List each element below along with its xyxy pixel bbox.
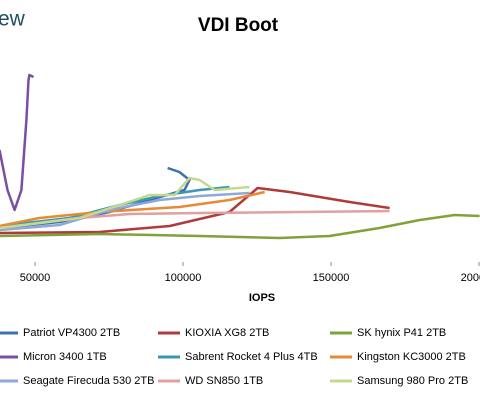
legend-label: Micron 3400 1TB — [23, 351, 107, 363]
series-line — [0, 213, 480, 240]
series-line — [0, 186, 390, 235]
legend-label: Patriot VP4300 2TB — [23, 327, 120, 339]
legend-label: SK hynix P41 2TB — [357, 327, 446, 339]
legend-label: WD SN850 1TB — [185, 375, 263, 387]
chart-title: VDI Boot — [198, 15, 279, 36]
series-line — [0, 185, 230, 228]
plot-area — [0, 73, 480, 240]
watermark: ew — [0, 8, 26, 31]
legend-label: Kingston KC3000 2TB — [357, 351, 466, 363]
x-tick-label: 100000 — [165, 272, 202, 284]
x-axis-title: IOPS — [249, 292, 275, 304]
series-line — [0, 191, 250, 232]
x-tick-label: 200000 — [461, 272, 480, 284]
legend-label: Samsung 980 Pro 2TB — [357, 375, 468, 387]
series-line — [0, 73, 35, 212]
x-tick-label: 150000 — [313, 272, 350, 284]
series-line — [0, 190, 265, 228]
legend-label: Seagate Firecuda 530 2TB — [23, 375, 154, 387]
legend-label: KIOXIA XG8 2TB — [185, 327, 269, 339]
x-tick-label: 50000 — [20, 272, 51, 284]
legend-label: Sabrent Rocket 4 Plus 4TB — [185, 351, 318, 363]
series-line — [0, 176, 250, 230]
